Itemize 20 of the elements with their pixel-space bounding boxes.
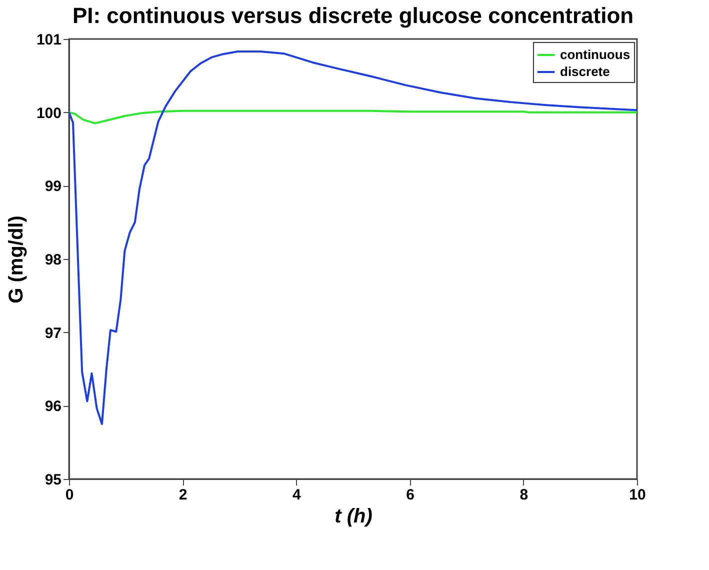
y-axis-title: G (mg/dl) xyxy=(5,216,28,304)
line-series xyxy=(69,50,637,425)
x-tick-label: 8 xyxy=(520,486,528,504)
x-tick-label: 4 xyxy=(292,486,302,504)
y-tick-label: 100 xyxy=(36,104,62,122)
y-tick-label: 95 xyxy=(44,472,62,488)
legend-label: continuous xyxy=(560,47,630,62)
x-tick-label: 2 xyxy=(178,486,188,504)
y-tick-label: 97 xyxy=(44,324,62,342)
legend-label: discrete xyxy=(560,64,610,79)
y-tick-label: 99 xyxy=(44,178,62,196)
x-tick-label: 0 xyxy=(65,486,74,504)
x-tick-label: 6 xyxy=(406,486,414,504)
y-tick-label: 98 xyxy=(44,252,62,268)
x-axis-title: t (h) xyxy=(334,506,373,528)
y-tick-label: 101 xyxy=(36,32,62,48)
chart-title: PI: continuous versus discrete glucose concentration xyxy=(72,3,634,28)
line-series xyxy=(69,110,637,124)
y-tick-label: 96 xyxy=(44,398,62,416)
x-tick-label: 10 xyxy=(629,486,646,504)
